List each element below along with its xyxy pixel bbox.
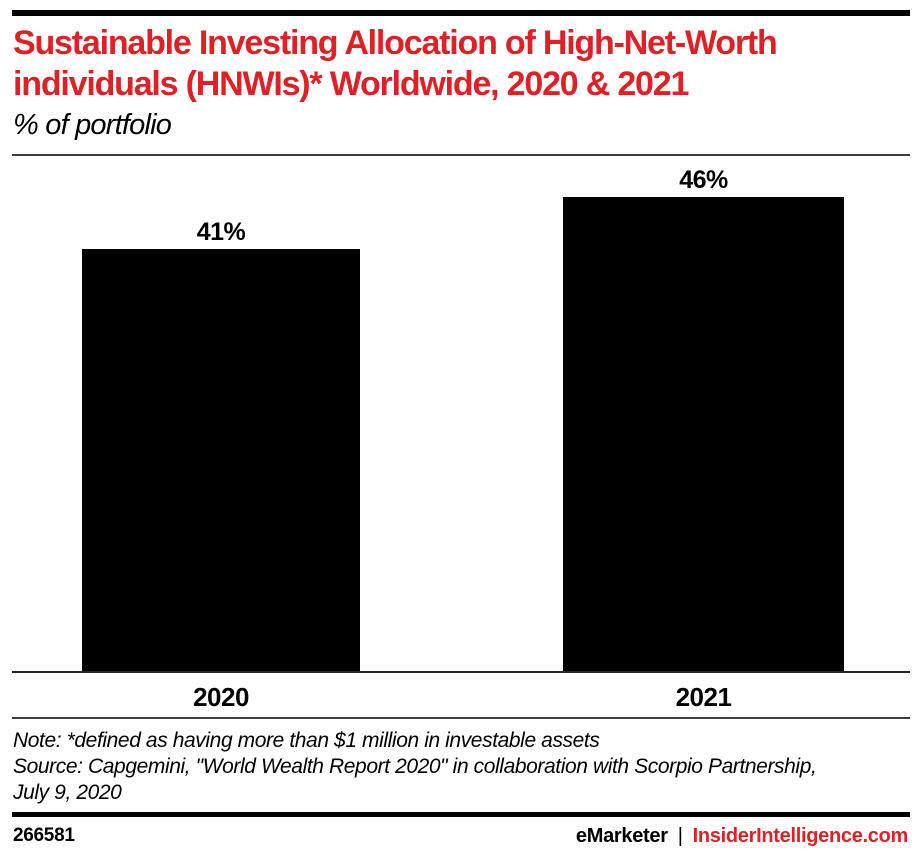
header-divider-rule <box>12 153 910 156</box>
footer-brand: eMarketer | InsiderIntelligence.com <box>576 825 908 848</box>
bar-group-2021: 46% 2021 <box>563 166 844 712</box>
bar <box>563 197 844 671</box>
footer-divider: | <box>677 824 683 847</box>
bar-group-2020: 41% 2020 <box>82 218 360 712</box>
source-line-1: Source: Capgemini, "World Wealth Report … <box>13 755 817 779</box>
footer-rule <box>12 811 910 817</box>
footer: 266581 eMarketer | InsiderIntelligence.c… <box>0 817 922 848</box>
insider-intelligence-link[interactable]: InsiderIntelligence.com <box>692 824 909 847</box>
source-line-2: July 9, 2020 <box>13 781 122 805</box>
x-axis-label: 2020 <box>193 681 249 712</box>
x-axis-label: 2021 <box>675 681 732 712</box>
chart-title: Sustainable Investing Allocation of High… <box>13 23 908 106</box>
bar-chart-plot: 41% 2020 46% 2021 <box>12 156 910 712</box>
bar-value-label: 41% <box>196 217 246 246</box>
notes-divider-rule <box>12 716 910 719</box>
bar-value-label: 46% <box>679 166 728 195</box>
bar <box>82 248 360 671</box>
chart-subtitle: % of portfolio <box>13 108 172 141</box>
note-line: Note: *defined as having more than $1 mi… <box>13 728 600 752</box>
chart-title-line2: individuals (HNWIs)* Worldwide, 2020 & 2… <box>13 65 689 104</box>
chart-id: 266581 <box>13 825 75 847</box>
notes-block: Note: *defined as having more than $1 mi… <box>0 719 922 807</box>
emarketer-logo-text: eMarketer <box>575 824 668 847</box>
top-rule <box>12 10 910 16</box>
chart-header: Sustainable Investing Allocation of High… <box>0 16 922 142</box>
chart-title-line1: Sustainable Investing Allocation of High… <box>13 24 778 62</box>
